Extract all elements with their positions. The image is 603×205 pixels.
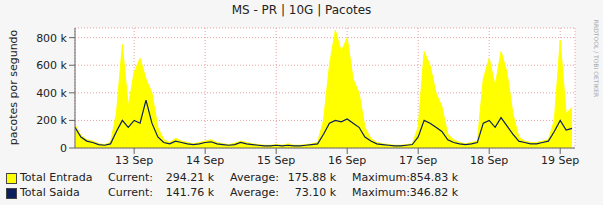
html-text:294.21 k: 294.21 k bbox=[165, 171, 214, 184]
html-text:175.88 k: 175.88 k bbox=[287, 171, 336, 184]
svg-text:0: 0 bbox=[60, 142, 67, 155]
html-text:Current:: Current: bbox=[108, 186, 153, 199]
svg-text:200 k: 200 k bbox=[36, 114, 67, 127]
svg-text:400 k: 400 k bbox=[36, 87, 67, 100]
html-text:pacotes por segundo: pacotes por segundo bbox=[6, 29, 20, 146]
html-text:RRDTOOL / TOBI OETIKER: RRDTOOL / TOBI OETIKER bbox=[592, 19, 600, 98]
svg-text:14 Sep: 14 Sep bbox=[186, 154, 224, 167]
svg-text:19 Sep: 19 Sep bbox=[541, 154, 579, 167]
html-text:Total Saida: Total Saida bbox=[20, 186, 80, 199]
html-text:Maximum: 346.82 k: Maximum: 346.82 k bbox=[352, 186, 458, 199]
html-text:Maximum: 854.83 k: Maximum: 854.83 k bbox=[352, 171, 458, 184]
html-text:Average:: Average: bbox=[230, 186, 279, 199]
html-text:Current:: Current: bbox=[108, 171, 153, 184]
html-text:141.76 k: 141.76 k bbox=[165, 186, 214, 199]
svg-text:18 Sep: 18 Sep bbox=[470, 154, 508, 167]
html-text:73.10 k: 73.10 k bbox=[294, 186, 336, 199]
svg-text:17 Sep: 17 Sep bbox=[399, 154, 437, 167]
html-text:Total Entrada: Total Entrada bbox=[20, 171, 93, 184]
html-text:MS - PR | 10G | Pacotes: MS - PR | 10G | Pacotes bbox=[231, 3, 372, 17]
svg-text:15 Sep: 15 Sep bbox=[257, 154, 295, 167]
svg-text:600 k: 600 k bbox=[36, 59, 67, 72]
svg-text:800 k: 800 k bbox=[36, 32, 67, 45]
svg-text:13 Sep: 13 Sep bbox=[115, 154, 153, 167]
svg-text:16 Sep: 16 Sep bbox=[328, 154, 366, 167]
html-text:Average:: Average: bbox=[230, 171, 279, 184]
